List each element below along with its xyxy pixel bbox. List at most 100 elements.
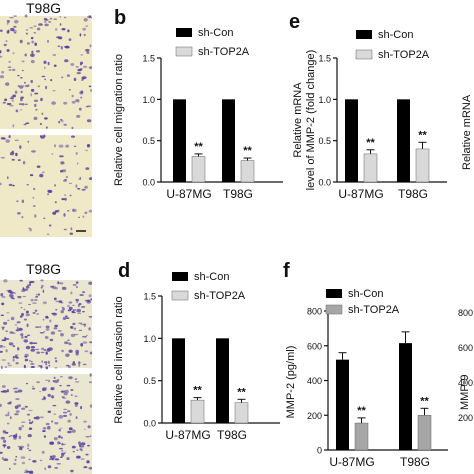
legend-swatch [355,49,373,60]
micrograph-bottom: T98G [0,261,92,474]
stained-cell [13,437,17,440]
stained-cell [71,100,76,104]
stained-cell [30,346,35,349]
micrograph-top-control [0,16,92,129]
stained-cell [16,200,19,202]
stained-cell [48,379,51,383]
stained-cell [66,74,70,77]
stained-cell [50,331,56,335]
stained-cell [45,422,50,426]
legend-label: sh-TOP2A [194,290,246,302]
stained-cell [12,356,15,359]
stained-cell [37,85,40,88]
stained-cell [31,388,36,390]
stained-cell [82,363,87,366]
stained-cell [30,348,36,352]
stained-cell [81,77,85,81]
stained-cell [27,443,30,448]
stained-cell [24,358,29,362]
stained-cell [78,361,81,365]
stained-cell [43,396,46,399]
chart-migration: 0.0 0.5 1.0 1.5 Relative cell migration rati… [113,27,283,201]
stained-cell [24,469,28,473]
stained-cell [31,40,34,44]
stained-cell [47,193,50,196]
stained-cell [42,430,46,432]
bar-sh-con-t98g [397,99,410,182]
stained-cell [79,61,84,65]
stained-cell [29,27,34,29]
stained-cell [31,50,34,54]
stained-cell [41,450,45,454]
stained-cell [80,458,85,460]
stained-cell [67,339,70,342]
chart-invasion: 0.0 0.5 1.0 1.5 Relative cell invasion ratio… [113,271,280,442]
stained-cell [9,104,14,107]
stained-cell [3,279,8,283]
stained-cell [31,150,36,153]
stained-cell [1,456,4,460]
stained-cell [0,314,4,317]
stained-cell [58,435,61,439]
stained-cell [40,351,45,354]
stained-cell [10,27,15,32]
stained-cell [76,308,81,313]
stained-cell [23,318,27,321]
legend-swatch [356,30,372,39]
stained-cell [60,436,64,439]
stained-cell [47,465,52,469]
significance-mark: ** [237,386,246,398]
stained-cell [89,44,92,48]
y-axis-label: Relative cell migration ratio [113,54,125,186]
bar-sh-top2a-u-87mg [191,156,206,183]
bar-sh-con-u-87mg [172,338,185,423]
stained-cell [39,135,42,138]
stained-cell [7,319,10,322]
stained-cell [18,103,23,105]
stained-cell [68,349,73,353]
stained-cell [79,91,84,95]
stained-cell [89,381,92,384]
stained-cell [6,22,9,25]
stained-cell [70,326,73,329]
stained-cell [73,145,77,147]
stained-cell [72,208,75,212]
stained-cell [74,99,79,102]
stained-cell [3,321,8,325]
stained-cell [41,171,45,173]
stained-cell [36,351,41,354]
stained-cell [88,294,92,298]
stained-cell [14,413,19,416]
stained-cell [82,335,87,338]
stained-cell [43,60,47,64]
stained-cell [76,286,78,289]
stained-cell [1,385,6,388]
stained-cell [34,92,39,95]
stained-cell [67,419,71,423]
stained-cell [13,292,16,295]
y-axis-label: MMP-2 (pg/ml) [285,346,297,419]
stained-cell [16,326,19,330]
stained-cell [53,327,58,330]
stained-cell [63,408,68,411]
stained-cell [21,69,24,72]
stained-cell [0,365,3,370]
stained-cell [25,310,29,314]
stained-cell [22,161,26,165]
stained-cell [44,66,46,70]
stained-cell [42,427,47,430]
stained-cell [86,119,92,123]
stained-cell [15,455,18,458]
legend-swatch [325,304,343,315]
stained-cell [2,432,7,434]
stained-cell [89,404,92,408]
stained-cell [65,353,70,357]
stained-cell [39,325,42,329]
stained-cell [19,85,24,89]
stained-cell [43,331,46,333]
stained-cell [6,102,12,106]
stained-cell [63,16,67,19]
stained-cell [54,144,56,148]
bar-sh-con-u-87mg [173,99,186,182]
stained-cell [67,365,71,369]
